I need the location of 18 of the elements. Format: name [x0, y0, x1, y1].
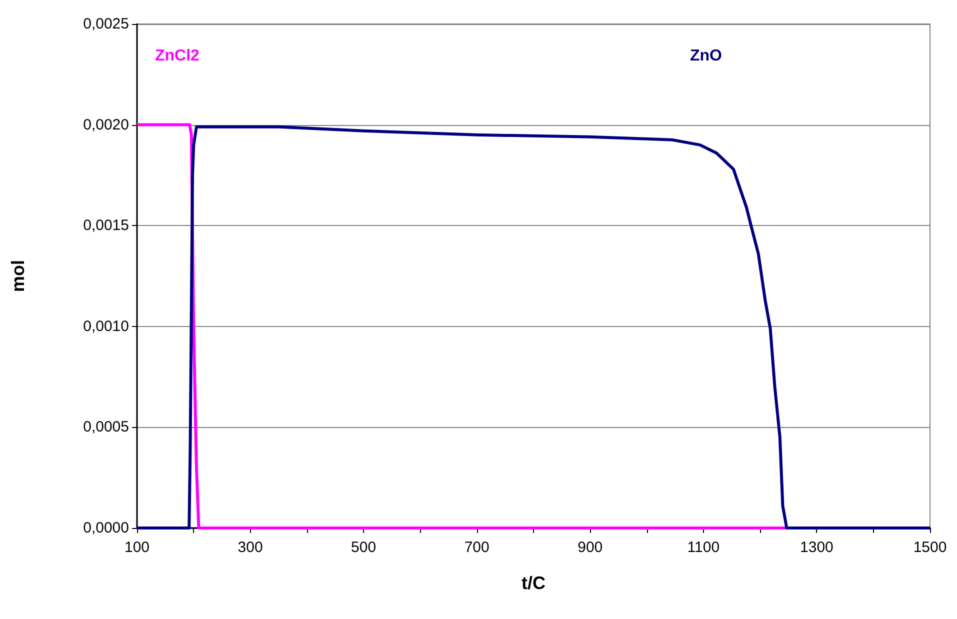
- text: ZnO: [690, 48, 722, 64]
- x-axis-title: t/C: [522, 573, 546, 593]
- y-tick-label: 0,0005: [83, 418, 129, 436]
- x-tick-label: 1300: [800, 539, 834, 556]
- x-tick-label: 700: [464, 539, 490, 556]
- y-tick-label: 0,0015: [83, 217, 129, 234]
- y-tick-label: 0,0000: [83, 520, 129, 536]
- x-tick-label: 900: [578, 539, 603, 556]
- x-tick-label: 1100: [687, 539, 720, 556]
- x-tick-label: 100: [124, 539, 150, 556]
- y-tick-label: 0,0020: [83, 116, 129, 134]
- x-tick-label: 500: [351, 539, 376, 556]
- x-tick-label: 300: [238, 539, 263, 556]
- y-tick-label: 0,0010: [83, 318, 129, 335]
- x-tick-label: 1500: [913, 539, 947, 556]
- y-tick-label: 0,0025: [83, 16, 129, 32]
- text: ZnCl2: [155, 48, 200, 64]
- y-axis-title: mol: [8, 260, 28, 292]
